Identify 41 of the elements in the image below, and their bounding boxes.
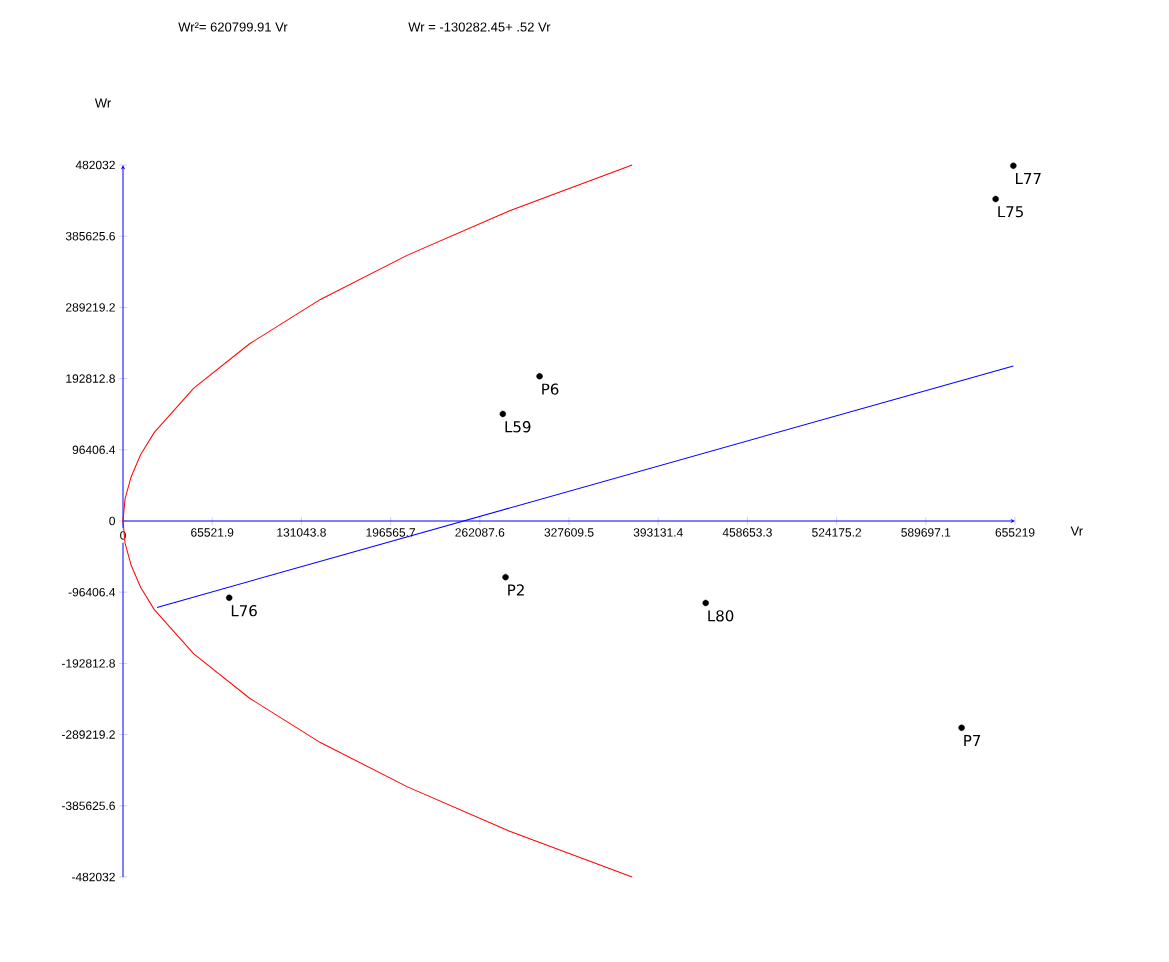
x-tick-label: 458653.3 bbox=[722, 528, 772, 537]
point bbox=[992, 195, 999, 203]
y-tick-label: 385625.6 bbox=[65, 231, 115, 241]
y-tick-label: -96406.4 bbox=[68, 587, 116, 597]
point bbox=[702, 599, 709, 607]
y-tick-label: 482032 bbox=[75, 160, 115, 170]
y-tick-label: 0 bbox=[109, 516, 116, 526]
x-tick-label: 655219 bbox=[995, 528, 1035, 537]
point bbox=[1010, 162, 1017, 169]
point bbox=[225, 594, 233, 601]
y-tick-label: -192812.8 bbox=[61, 659, 115, 668]
y-tick-label: -289219.2 bbox=[61, 730, 115, 739]
annotation: L77 bbox=[1016, 172, 1041, 184]
y-tick-label: 289219.2 bbox=[66, 303, 115, 312]
annotation: L75 bbox=[998, 206, 1023, 218]
point bbox=[536, 373, 543, 380]
annotation: P2 bbox=[508, 584, 524, 596]
annotation: L76 bbox=[231, 605, 257, 617]
x-tick-label: 393131.4 bbox=[633, 528, 683, 537]
annotation: P6 bbox=[542, 383, 559, 395]
x-tick-label: 524175.2 bbox=[812, 528, 862, 537]
annotation: L59 bbox=[505, 421, 531, 433]
x-tick-label: 196565.7 bbox=[366, 528, 416, 537]
point bbox=[499, 410, 507, 418]
annotation: L80 bbox=[708, 610, 734, 622]
x-axis-title: Vr bbox=[1070, 526, 1083, 536]
x-tick-label: 327609.5 bbox=[544, 528, 594, 537]
point bbox=[958, 724, 965, 731]
y-tick-label: -482032 bbox=[71, 872, 115, 882]
y-tick-label: -385625.6 bbox=[61, 801, 115, 811]
annotation: P7 bbox=[964, 734, 981, 746]
text: Wr = -130282.45+ .52 Vr bbox=[408, 22, 551, 32]
x-tick-label: 65521.9 bbox=[191, 528, 234, 537]
y-tick-label: 96406.4 bbox=[72, 445, 116, 455]
x-tick-label: 589697.1 bbox=[901, 528, 951, 537]
x-tick-label: 262087.6 bbox=[455, 528, 505, 537]
y-axis-title: Wr bbox=[94, 98, 111, 108]
point bbox=[502, 573, 509, 581]
x-tick-label: 131043.8 bbox=[277, 528, 326, 537]
y-tick-label: 192812.8 bbox=[66, 374, 115, 383]
text: Wr²= 620799.91 Vr bbox=[178, 22, 288, 32]
